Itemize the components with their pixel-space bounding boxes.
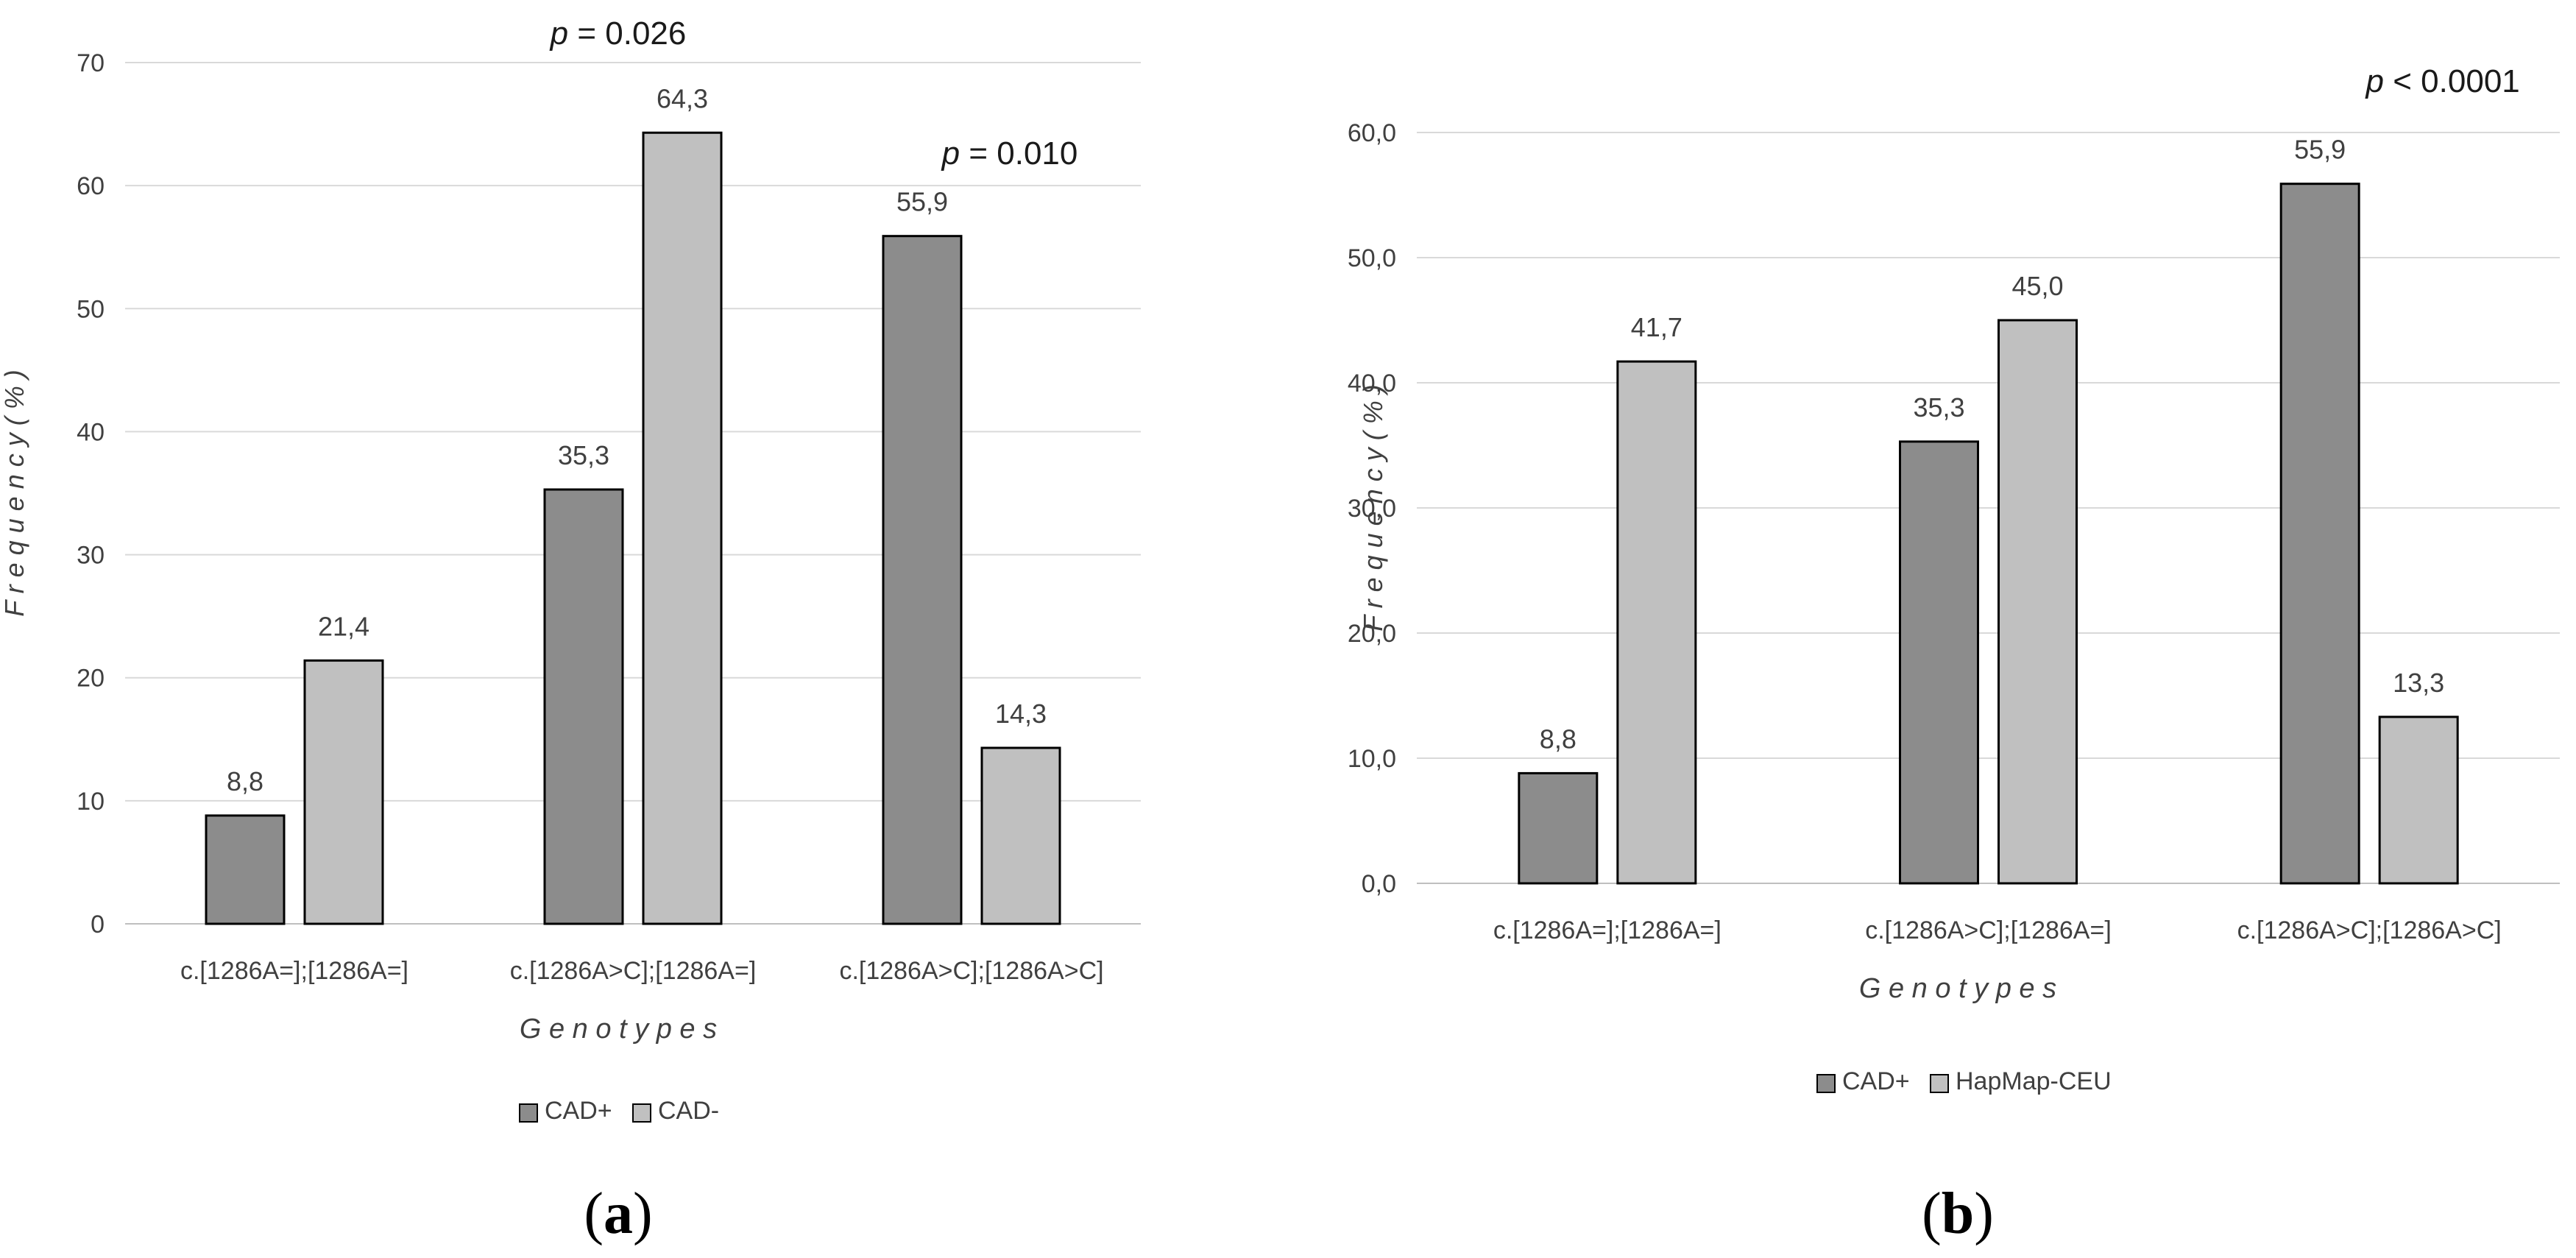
y-axis-label: F r e q u e n c y ( % ) <box>1358 384 1388 631</box>
legend-label: CAD+ <box>545 1097 612 1125</box>
p-value-text: = 0.010 <box>960 135 1078 172</box>
x-tick-label: c.[1286A>C];[1286A>C] <box>839 957 1103 985</box>
data-label: 21,4 <box>318 611 369 641</box>
bar <box>543 488 624 925</box>
x-tick-label: c.[1286A=];[1286A=] <box>180 957 408 985</box>
y-tick-label: 30,0 <box>1348 495 1396 523</box>
bar <box>303 659 384 925</box>
legend-label: CAD- <box>658 1097 719 1125</box>
y-tick-label: 10,0 <box>1348 745 1396 773</box>
p-value-text: < 0.0001 <box>2384 63 2520 99</box>
panel-paren-close: ) <box>1974 1181 1994 1246</box>
data-label: 14,3 <box>995 699 1047 729</box>
legend-swatch <box>1930 1074 1949 1093</box>
data-label: 8,8 <box>227 766 263 796</box>
y-tick-label: 20,0 <box>1348 620 1396 648</box>
bar <box>205 814 286 925</box>
y-tick-label: 50 <box>77 295 105 323</box>
chart-panel-a: 0 10 20 30 40 50 60 70 8,8 21,4 c.[1286A=];[1286A=… <box>0 15 1141 1246</box>
x-tick-label: c.[1286A>C];[1286A=] <box>1865 916 2112 944</box>
panel-paren-open: ( <box>584 1181 604 1246</box>
chart-b-svg: 0,0 10,0 20,0 30,0 40,0 50,0 60,0 8,8 41,7 c.[128… <box>1348 63 2560 1246</box>
y-tick-label: 70 <box>77 49 105 77</box>
panel-letter: b <box>1942 1181 1975 1246</box>
bar <box>1616 360 1697 885</box>
data-label: 45,0 <box>2011 271 2063 301</box>
panel-label: (b) <box>1922 1181 1994 1246</box>
bar <box>1998 319 2078 885</box>
panel-paren-close: ) <box>633 1181 653 1246</box>
y-tick-label: 40 <box>77 418 105 446</box>
y-tick-label: 30 <box>77 542 105 570</box>
data-label: 8,8 <box>1540 724 1577 754</box>
y-tick-label: 10 <box>77 788 105 816</box>
x-tick-label: c.[1286A=];[1286A=] <box>1493 916 1722 944</box>
y-tick-label: 50,0 <box>1348 244 1396 272</box>
data-label: 13,3 <box>2393 668 2444 698</box>
bar <box>642 131 723 925</box>
p-value-annotation: p < 0.0001 <box>2365 63 2520 99</box>
legend-label: HapMap-CEU <box>1956 1067 2112 1095</box>
p-value-annotation: p = 0.010 <box>941 135 1078 172</box>
y-axis-label: F r e q u e n c y ( % ) <box>0 370 29 616</box>
y-tick-label: 60,0 <box>1348 119 1396 147</box>
data-label: 41,7 <box>1631 312 1682 342</box>
bar <box>1518 771 1599 885</box>
y-tick-label: 60 <box>77 172 105 200</box>
x-axis-label: G e n o t y p e s <box>1859 973 2056 1004</box>
data-label: 55,9 <box>896 187 948 217</box>
p-value-annotation: p = 0.026 <box>549 15 687 52</box>
data-label: 55,9 <box>2294 135 2346 165</box>
p-symbol: p <box>2365 63 2384 99</box>
panel-paren-open: ( <box>1922 1181 1942 1246</box>
y-tick-label: 0 <box>91 911 105 939</box>
data-label: 35,3 <box>558 440 609 470</box>
bar <box>1899 440 1979 885</box>
bar <box>2378 715 2459 885</box>
chart-panel-b: 0,0 10,0 20,0 30,0 40,0 50,0 60,0 8,8 41,7 c.[128… <box>1288 0 2576 1258</box>
bar <box>882 235 963 925</box>
x-tick-label: c.[1286A>C];[1286A>C] <box>2237 916 2502 944</box>
legend-swatch <box>519 1103 538 1123</box>
p-symbol: p <box>549 15 568 52</box>
panel-label: (a) <box>584 1181 652 1246</box>
data-label: 64,3 <box>657 83 708 113</box>
p-symbol: p <box>941 135 960 172</box>
legend-swatch <box>632 1103 651 1123</box>
legend-label: CAD+ <box>1842 1067 1910 1095</box>
x-tick-label: c.[1286A>C];[1286A=] <box>510 957 757 985</box>
y-tick-label: 20 <box>77 665 105 693</box>
bar <box>980 746 1061 925</box>
data-label: 35,3 <box>1913 392 1964 423</box>
bar <box>2279 183 2360 885</box>
legend-swatch <box>1816 1074 1836 1093</box>
y-tick-label: 0,0 <box>1362 870 1396 898</box>
p-value-text: = 0.026 <box>568 15 686 52</box>
y-tick-label: 40,0 <box>1348 370 1396 397</box>
x-axis-label: G e n o t y p e s <box>520 1014 717 1045</box>
chart-a-svg: 0 10 20 30 40 50 60 70 8,8 21,4 c.[1286A=];[1286A=… <box>0 15 1141 1246</box>
panel-letter: a <box>604 1181 633 1246</box>
